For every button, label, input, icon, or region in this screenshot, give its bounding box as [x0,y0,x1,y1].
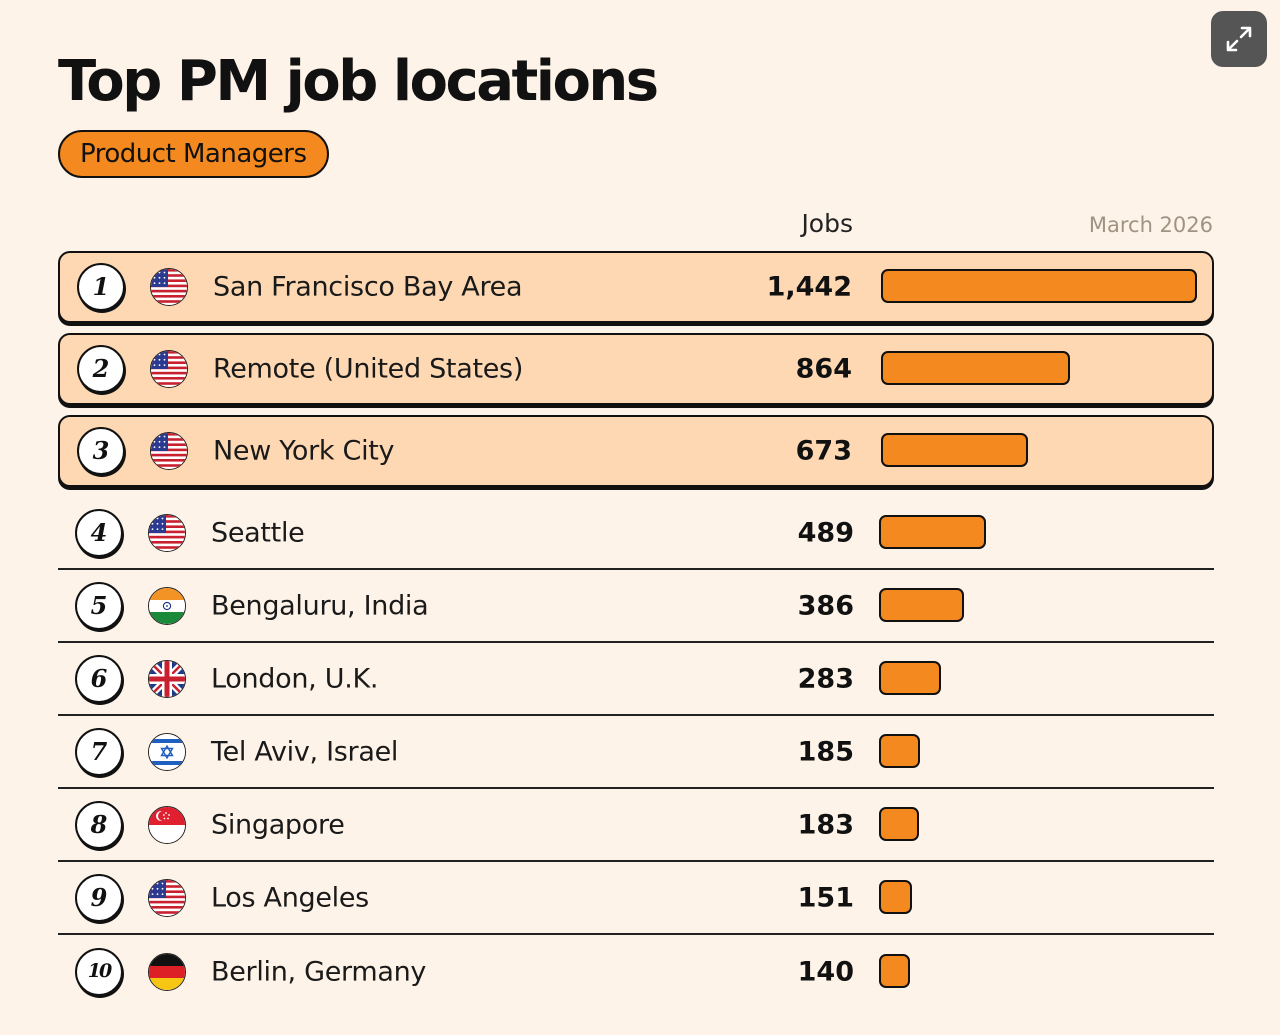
rank-badge: 4 [75,508,123,557]
table-row: 3 New York City 673 [58,415,1214,487]
date-label: March 2026 [1088,213,1213,237]
expand-button[interactable] [1211,11,1267,67]
singapore-flag-icon [148,805,186,844]
location-label: New York City [213,435,395,467]
uk-flag-icon [148,659,186,698]
table-row: 5 Bengaluru, India 386 [58,570,1214,643]
us-flag-icon [150,350,188,388]
location-label: Remote (United States) [213,353,524,385]
us-flag-icon [148,878,186,917]
table-row: 1 San Francisco Bay Area 1,442 [58,251,1214,323]
us-flag-icon [148,513,186,552]
ranking-list: 1 San Francisco Bay Area 1,442 2 Remote (Uni… [58,251,1214,1008]
bar [879,806,920,841]
rank-badge: 7 [75,727,123,776]
table-row: 8 Singapore 183 [58,789,1214,862]
location-label: Seattle [211,517,305,548]
job-count: 283 [797,663,854,694]
location-label: Tel Aviv, Israel [211,736,399,767]
table-row: 2 Remote (United States) 864 [58,333,1214,405]
job-count: 185 [797,736,854,767]
job-count: 489 [797,517,854,548]
location-label: Berlin, Germany [211,956,427,987]
category-pill: Product Managers [58,130,329,178]
us-flag-icon [150,432,188,470]
location-label: San Francisco Bay Area [213,271,523,303]
bar [881,269,1197,303]
table-row: 9 Los Angeles 151 [58,862,1214,935]
job-count: 386 [797,590,854,621]
rank-badge: 6 [75,654,123,703]
rank-badge: 2 [77,345,125,393]
bar [879,514,987,549]
table-row: 10 Berlin, Germany 140 [58,935,1214,1008]
bar [879,879,913,914]
job-count: 183 [797,809,854,840]
bar [881,433,1029,467]
bar [879,587,964,622]
page-title: Top PM job locations [58,49,659,114]
rank-badge: 9 [75,873,123,922]
location-label: London, U.K. [211,663,379,694]
job-count: 140 [797,956,854,987]
job-count: 1,442 [766,271,852,303]
israel-flag-icon [148,732,186,771]
germany-flag-icon [148,952,186,991]
bar [879,660,942,695]
location-label: Singapore [211,809,345,840]
job-count: 864 [795,353,852,385]
rank-badge: 8 [75,800,123,849]
bar [881,351,1071,385]
table-row: 6 London, U.K. 283 [58,643,1214,716]
jobs-column-header: Jobs [801,209,853,238]
us-flag-icon [150,268,188,306]
rank-badge: 10 [75,947,123,996]
location-label: Bengaluru, India [211,590,429,621]
job-count: 673 [795,435,852,467]
rank-badge: 1 [77,263,125,311]
expand-arrows-icon [1226,26,1252,52]
table-row: 4 Seattle 489 [58,497,1214,570]
location-label: Los Angeles [211,882,369,913]
bar [879,733,920,768]
rank-badge: 5 [75,581,123,630]
table-row: 7 Tel Aviv, Israel 185 [58,716,1214,789]
rank-badge: 3 [77,427,125,475]
india-flag-icon [148,586,186,625]
bar [879,953,910,988]
job-count: 151 [797,882,854,913]
